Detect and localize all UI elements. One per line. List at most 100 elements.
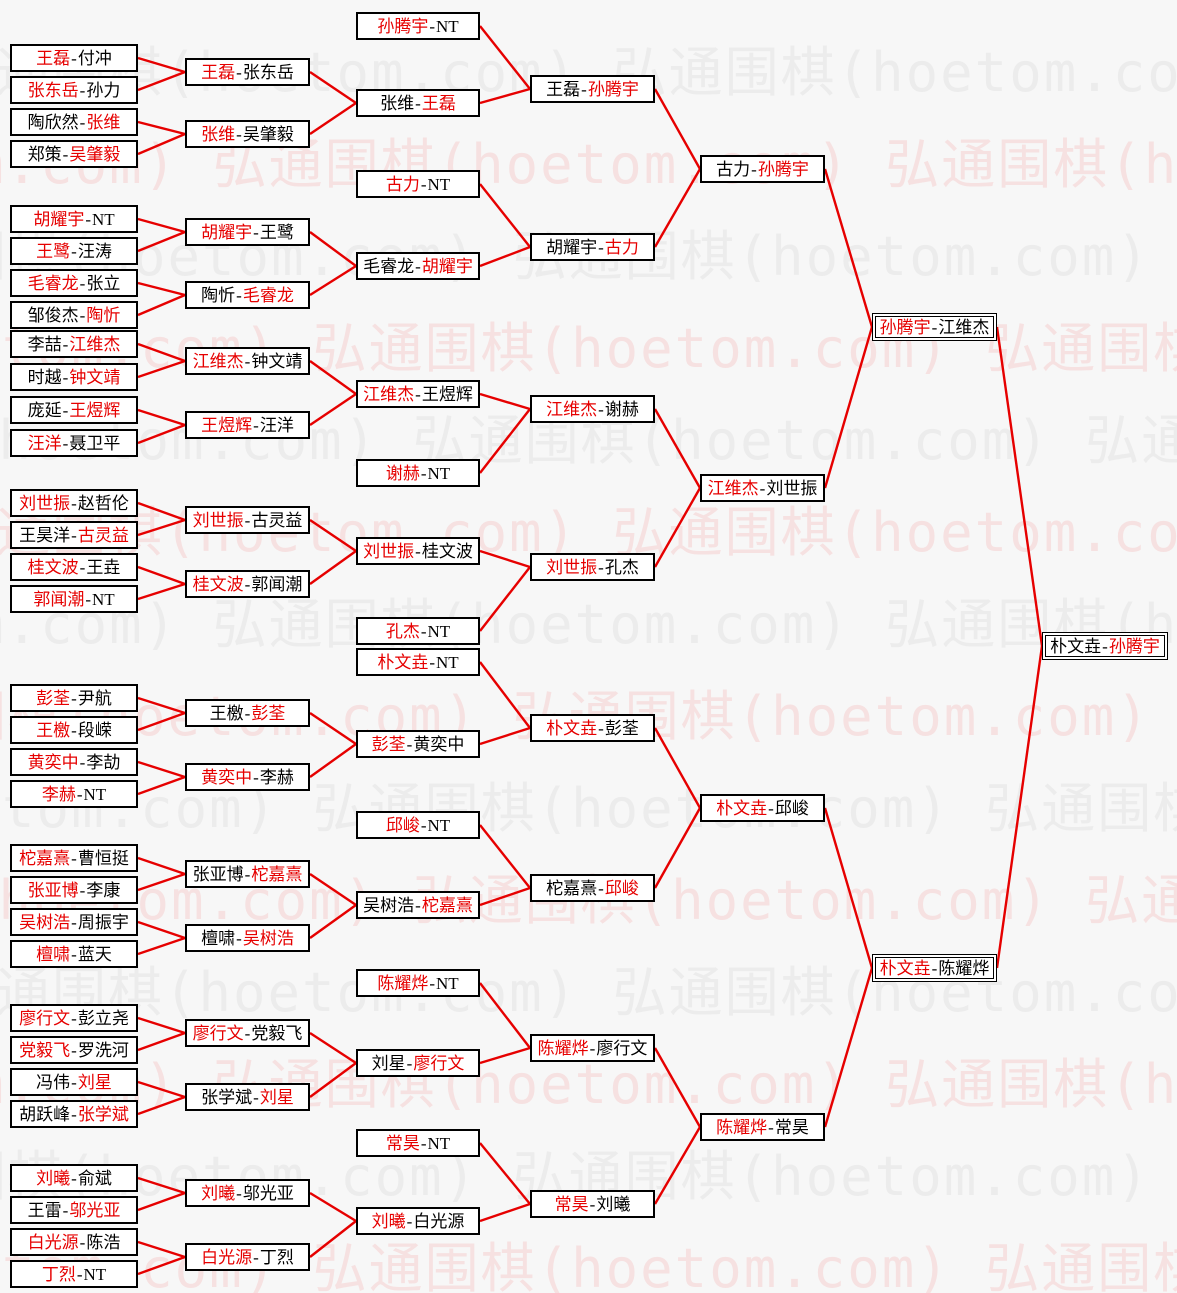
player-name: 彭荃 [251, 703, 286, 723]
player-name: 刘世振 [19, 493, 71, 513]
player-name: 陈耀烨 [537, 1038, 589, 1058]
player-name: 李劼 [86, 752, 121, 772]
match-dash: - [581, 79, 587, 99]
player-name: 廖行文 [192, 1023, 244, 1043]
match-dash: - [415, 93, 421, 113]
match-box-a24: 檀啸 - 蓝天 [10, 940, 138, 968]
match-dash: - [415, 384, 421, 404]
bye-label: NT [436, 973, 459, 993]
match-dash: - [236, 124, 242, 144]
player-name: 王煜辉 [421, 384, 473, 404]
match-box-a13: 刘世振 - 赵哲伦 [10, 489, 138, 517]
connector-line [137, 293, 186, 317]
connector-line [653, 1047, 702, 1128]
match-box-a27: 冯伟 - 刘星 [10, 1068, 138, 1096]
match-box-e2: 江维杰 - 刘世振 [700, 474, 825, 502]
match-dash: - [244, 703, 251, 723]
match-dash: - [589, 1038, 596, 1058]
match-box-e3: 朴文垚 - 邱峻 [700, 794, 825, 822]
player-name: 张亚博 [192, 864, 244, 884]
connector-line [995, 326, 1044, 647]
player-name: 郭闻潮 [251, 574, 303, 594]
player-name: 陈耀烨 [716, 1117, 768, 1137]
player-name: 白光源 [201, 1247, 253, 1267]
match-dash: - [76, 784, 83, 804]
player-name: 邱峻 [604, 878, 639, 898]
match-box-f2: 朴文垚 - 陈耀烨 [872, 954, 997, 982]
player-name: 胡耀宇 [201, 222, 253, 242]
match-dash: - [71, 493, 77, 513]
player-name: 郭闻潮 [33, 589, 85, 609]
match-dash: - [85, 209, 91, 229]
match-dash: - [71, 241, 77, 261]
player-name: 邬光亚 [242, 1183, 294, 1203]
match-dash: - [598, 237, 604, 257]
player-name: 郑策 [27, 144, 62, 164]
match-dash: - [62, 400, 69, 420]
player-name: 陈浩 [86, 1232, 121, 1252]
player-name: 刘曦 [36, 1168, 71, 1188]
player-name: 黄奕中 [27, 752, 79, 772]
match-box-d1: 王磊 - 孙腾宇 [530, 75, 655, 103]
player-name: 柁嘉熹 [421, 895, 473, 915]
player-name: 王鹭 [36, 241, 71, 261]
match-dash: - [79, 880, 86, 900]
connector-line [653, 1126, 702, 1205]
connector-line [137, 56, 186, 74]
connector-line [137, 1240, 186, 1259]
match-dash: - [420, 621, 427, 641]
match-box-b12: 檀啸 - 吴树浩 [185, 924, 310, 952]
connector-line [309, 264, 357, 297]
player-name: 张学斌 [77, 1104, 129, 1124]
match-dash: - [589, 1194, 596, 1214]
match-dash: - [768, 1117, 774, 1137]
match-box-a28: 胡跃峰 - 张学斌 [10, 1100, 138, 1128]
player-name: 柁嘉熹 [19, 848, 71, 868]
match-box-a30: 王雷 - 邬光亚 [10, 1196, 138, 1224]
player-name: 刘世振 [766, 478, 818, 498]
player-name: 汪洋 [27, 433, 62, 453]
match-box-a10: 时越 - 钟文靖 [10, 363, 138, 391]
match-box-e4: 陈耀烨 - 常昊 [700, 1113, 825, 1141]
player-name: 吴肇毅 [69, 144, 121, 164]
match-box-b3: 胡耀宇 - 王鹭 [185, 218, 310, 246]
player-name: 李赫 [259, 767, 294, 787]
match-dash: - [931, 317, 938, 337]
match-dash: - [236, 928, 242, 948]
player-name: 王檄 [209, 703, 244, 723]
player-name: 桂文波 [192, 574, 244, 594]
match-box-c11: 邱峻 - NT [356, 811, 480, 839]
match-box-c6: 谢赫 - NT [356, 459, 480, 487]
player-name: 江维杰 [707, 478, 759, 498]
match-box-d7: 陈耀烨 - 廖行文 [530, 1034, 655, 1062]
match-dash: - [71, 1104, 77, 1124]
connector-line [653, 487, 702, 568]
match-box-a1: 王磊 - 付冲 [10, 44, 138, 72]
connector-line [823, 967, 874, 1128]
player-name: 彭荃 [371, 734, 406, 754]
player-name: 丁烈 [41, 1264, 76, 1284]
match-box-a31: 白光源 - 陈浩 [10, 1228, 138, 1256]
match-dash: - [751, 159, 757, 179]
player-name: 吴肇毅 [242, 124, 294, 144]
connector-line [137, 342, 186, 363]
match-dash: - [236, 285, 242, 305]
match-box-a2: 张东岳 - 孙力 [10, 76, 138, 104]
match-dash: - [406, 734, 413, 754]
match-dash: - [71, 688, 77, 708]
match-dash: - [253, 767, 259, 787]
player-name: 王煜辉 [201, 415, 253, 435]
match-box-c10: 彭荃 - 黄奕中 [356, 730, 480, 758]
connector-line [137, 711, 186, 732]
player-name: 柁嘉熹 [546, 878, 598, 898]
player-name: 张立 [86, 273, 121, 293]
player-name: 彭荃 [604, 718, 639, 738]
match-box-b16: 白光源 - 丁烈 [185, 1243, 310, 1271]
connector-line [653, 727, 702, 809]
player-name: 吴树浩 [19, 912, 71, 932]
player-name: 黄奕中 [201, 767, 253, 787]
match-dash: - [71, 912, 77, 932]
match-dash: - [429, 973, 435, 993]
